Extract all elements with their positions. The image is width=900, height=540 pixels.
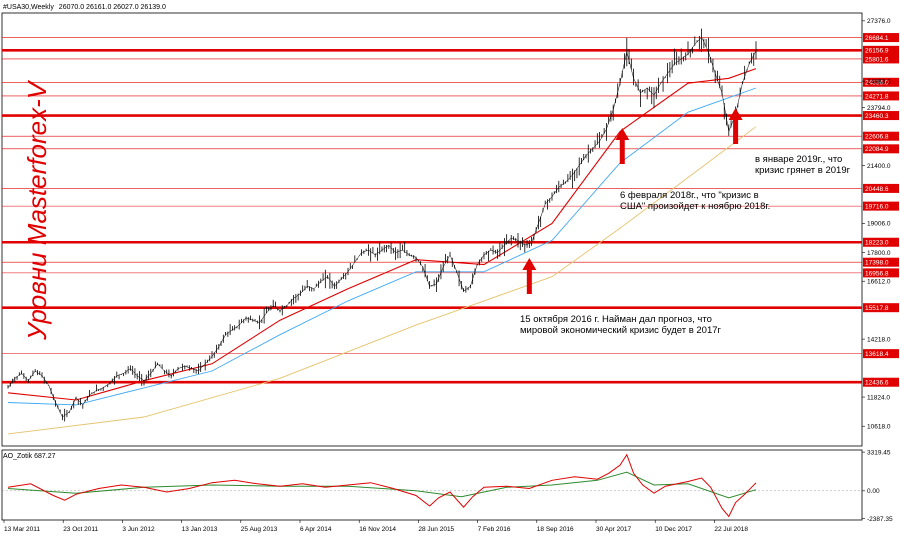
price-tick-label: 17800.0 <box>867 250 891 257</box>
price-tick-label: 11824.0 <box>867 394 890 401</box>
forecast-arrow-shaft <box>733 119 739 144</box>
level-label: 23460.3 <box>865 113 889 120</box>
level-lines <box>2 37 862 384</box>
annotation-text: 6 февраля 2018г., что "кризис в <box>620 190 759 201</box>
annotation-text: кризис грянет в 2019г <box>755 165 851 176</box>
price-tick-label: 10618.0 <box>867 424 891 431</box>
ao-signal-line <box>7 471 757 499</box>
level-label: 25801.6 <box>865 56 889 63</box>
grid <box>1 12 863 521</box>
level-label-bg <box>863 33 899 43</box>
ao-tick-label: -2387.35 <box>867 516 893 523</box>
level-label-bg <box>863 144 899 154</box>
ao-line <box>7 453 757 518</box>
forecast-arrows <box>522 108 743 294</box>
ao-title: AO_Zotik 687.27 <box>3 453 56 460</box>
level-label-bg <box>863 54 899 64</box>
annotation-text: в январе 2019г., что <box>755 154 842 165</box>
price-tick-label: 14218.0 <box>867 337 891 344</box>
header-info: #USA30,Weekly 26070.0 26161.0 26027.0 26… <box>3 4 166 11</box>
level-label-bg <box>863 303 899 313</box>
ma-slow-line <box>7 87 757 406</box>
price-tick-label: 21400.0 <box>867 163 891 170</box>
time-tick-label: 13 Mar 2011 <box>4 526 40 533</box>
price-tick-label: 16612.0 <box>867 279 891 286</box>
annotations: 15 октября 2016 г. Найман дал прогноз, ч… <box>520 154 851 336</box>
ma-fast-line <box>7 68 757 401</box>
time-tick-label: 22 Jul 2018 <box>714 526 748 533</box>
ao-oscillator <box>2 453 862 518</box>
ao-tick-label: 0.00 <box>867 488 880 495</box>
time-tick-label: 28 Jun 2015 <box>418 526 454 533</box>
time-tick-label: 16 Nov 2014 <box>359 526 396 533</box>
time-tick-label: 18 Sep 2016 <box>537 526 574 533</box>
level-label: 13618.4 <box>865 351 889 358</box>
level-label: 16956.8 <box>865 270 889 277</box>
time-axis: 13 Mar 2011 23 Oct 2011 3 Jun 2012 13 Jan 2… <box>3 520 748 533</box>
time-tick-label: 25 Aug 2013 <box>241 526 278 533</box>
level-label: 24836.0 <box>865 80 889 87</box>
time-tick-label: 10 Dec 2017 <box>655 526 692 533</box>
time-tick-label: 13 Jan 2013 <box>182 526 218 533</box>
level-label-bg <box>863 91 899 101</box>
annotation-text: мировой экономический кризис будет в 201… <box>520 325 722 336</box>
forecast-arrow-head <box>615 128 630 140</box>
level-label: 18223.0 <box>865 240 889 247</box>
time-tick-label: 6 Apr 2014 <box>300 526 332 533</box>
time-tick-label: 7 Feb 2016 <box>478 526 511 533</box>
price-tick-label: 24883.0 <box>867 79 891 86</box>
level-label-bg <box>863 268 899 278</box>
price-series <box>7 28 757 422</box>
level-label: 15517.8 <box>865 305 889 312</box>
price-tick-label: 23794.0 <box>867 105 891 112</box>
oscillator-frame <box>1 449 863 521</box>
main-frame <box>1 12 863 447</box>
level-label-bg <box>863 349 899 359</box>
watermark-text: Уровни Masterforex-V <box>22 79 52 341</box>
annotation-text: 15 октября 2016 г. Найман дал прогноз, ч… <box>520 314 712 325</box>
time-tick-label: 23 Oct 2011 <box>63 526 98 533</box>
price-tick-label: 19006.0 <box>867 221 891 228</box>
level-label-bg <box>863 377 899 387</box>
level-label-bg <box>863 257 899 267</box>
level-label: 17398.0 <box>865 260 889 267</box>
level-label: 12436.6 <box>865 380 889 387</box>
level-label-bg <box>863 45 899 55</box>
level-label-bg <box>863 77 899 87</box>
level-label: 19716.0 <box>865 204 889 211</box>
level-label: 20448.6 <box>865 186 889 193</box>
price-close-line <box>7 36 757 418</box>
time-tick-label: 30 Apr 2017 <box>596 526 631 533</box>
level-label: 22084.9 <box>865 146 889 153</box>
level-label: 26684.1 <box>865 35 889 42</box>
instrument-label: #USA30,Weekly <box>3 4 54 11</box>
level-label-bg <box>863 111 899 121</box>
level-label: 22606.8 <box>865 134 889 141</box>
level-label: 26156.9 <box>865 48 889 55</box>
level-label-bg <box>863 201 899 211</box>
level-label-bg <box>863 131 899 141</box>
forecast-arrow-shaft <box>619 139 625 164</box>
annotation-text: США" произойдет к ноябрю 2018г. <box>620 201 770 212</box>
forecast-arrow-shaft <box>526 269 532 294</box>
ma-long-line <box>7 126 757 435</box>
forecast-arrow-head <box>522 258 537 270</box>
forecast-arrow-head <box>728 108 743 120</box>
level-label: 24271.8 <box>865 93 889 100</box>
level-label-bg <box>863 183 899 193</box>
ohlc-label: 26070.0 26161.0 26027.0 26139.0 <box>59 4 166 11</box>
time-tick-label: 3 Jun 2012 <box>122 526 155 533</box>
ao-tick-label: 3319.45 <box>867 450 891 457</box>
level-label-bg <box>863 237 899 247</box>
price-tick-label: 27376.0 <box>867 18 891 25</box>
